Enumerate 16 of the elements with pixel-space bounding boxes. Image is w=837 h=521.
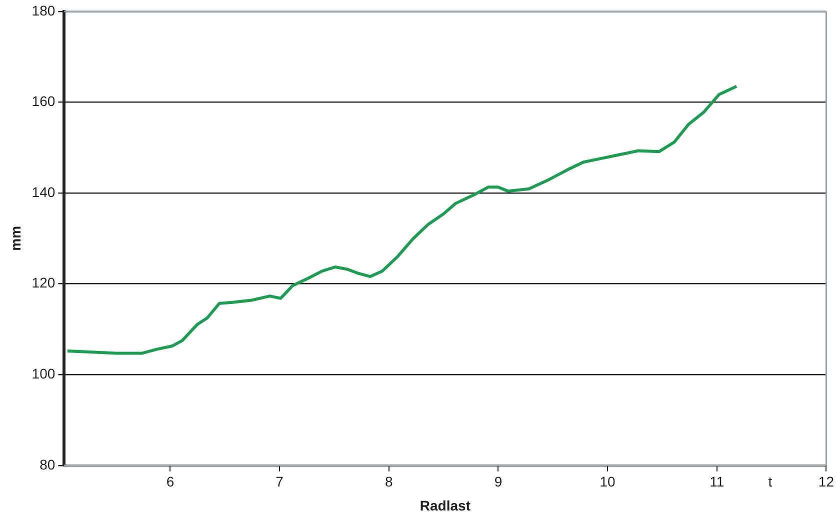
y-tick-label: 120: [32, 274, 56, 291]
x-tick-label: 6: [166, 474, 174, 490]
text: t: [768, 473, 772, 490]
x-tick-label: 7: [276, 474, 284, 490]
y-axis-title: mm: [7, 226, 24, 251]
x-tick-label: 11: [710, 474, 724, 490]
x-axis-title: Radlast: [420, 497, 471, 514]
y-tick-label: 160: [32, 93, 56, 110]
y-tick-label: 100: [32, 365, 56, 382]
y-tick-label: 80: [40, 456, 56, 472]
y-tick-label: 140: [32, 184, 56, 200]
x-tick-label: 10: [600, 474, 616, 490]
x-tick-label: 12: [818, 474, 834, 490]
y-tick-label: 180: [32, 2, 56, 18]
x-tick-label: 8: [384, 474, 393, 490]
x-tick-label: 9: [494, 474, 502, 490]
